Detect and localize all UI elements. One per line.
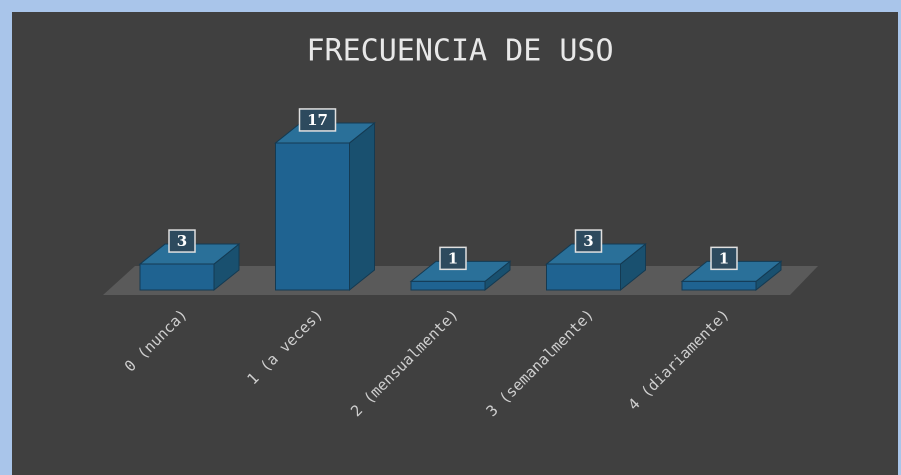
value-label-box bbox=[298, 108, 337, 132]
value-label-box bbox=[710, 246, 738, 271]
value-label: 3 bbox=[177, 232, 187, 250]
bar bbox=[545, 243, 647, 292]
value-label-box bbox=[574, 229, 603, 253]
value-label: 3 bbox=[583, 232, 593, 250]
bar-side bbox=[349, 121, 375, 292]
value-label: 1 bbox=[448, 249, 458, 267]
bar bbox=[138, 243, 241, 292]
value-label-box bbox=[439, 246, 467, 271]
bar-front bbox=[681, 280, 757, 291]
plot-background bbox=[12, 12, 898, 475]
value-label-box bbox=[168, 229, 196, 253]
bar-front bbox=[139, 263, 215, 291]
value-label: 17 bbox=[307, 111, 328, 129]
bar bbox=[680, 260, 783, 292]
bar-front bbox=[275, 142, 350, 291]
bar bbox=[409, 260, 512, 292]
bar bbox=[274, 121, 376, 292]
chart-title: FRECUENCIA DE USO bbox=[306, 34, 613, 69]
value-label: 1 bbox=[719, 249, 729, 267]
bar-front bbox=[410, 280, 486, 291]
bar-front bbox=[546, 263, 621, 291]
